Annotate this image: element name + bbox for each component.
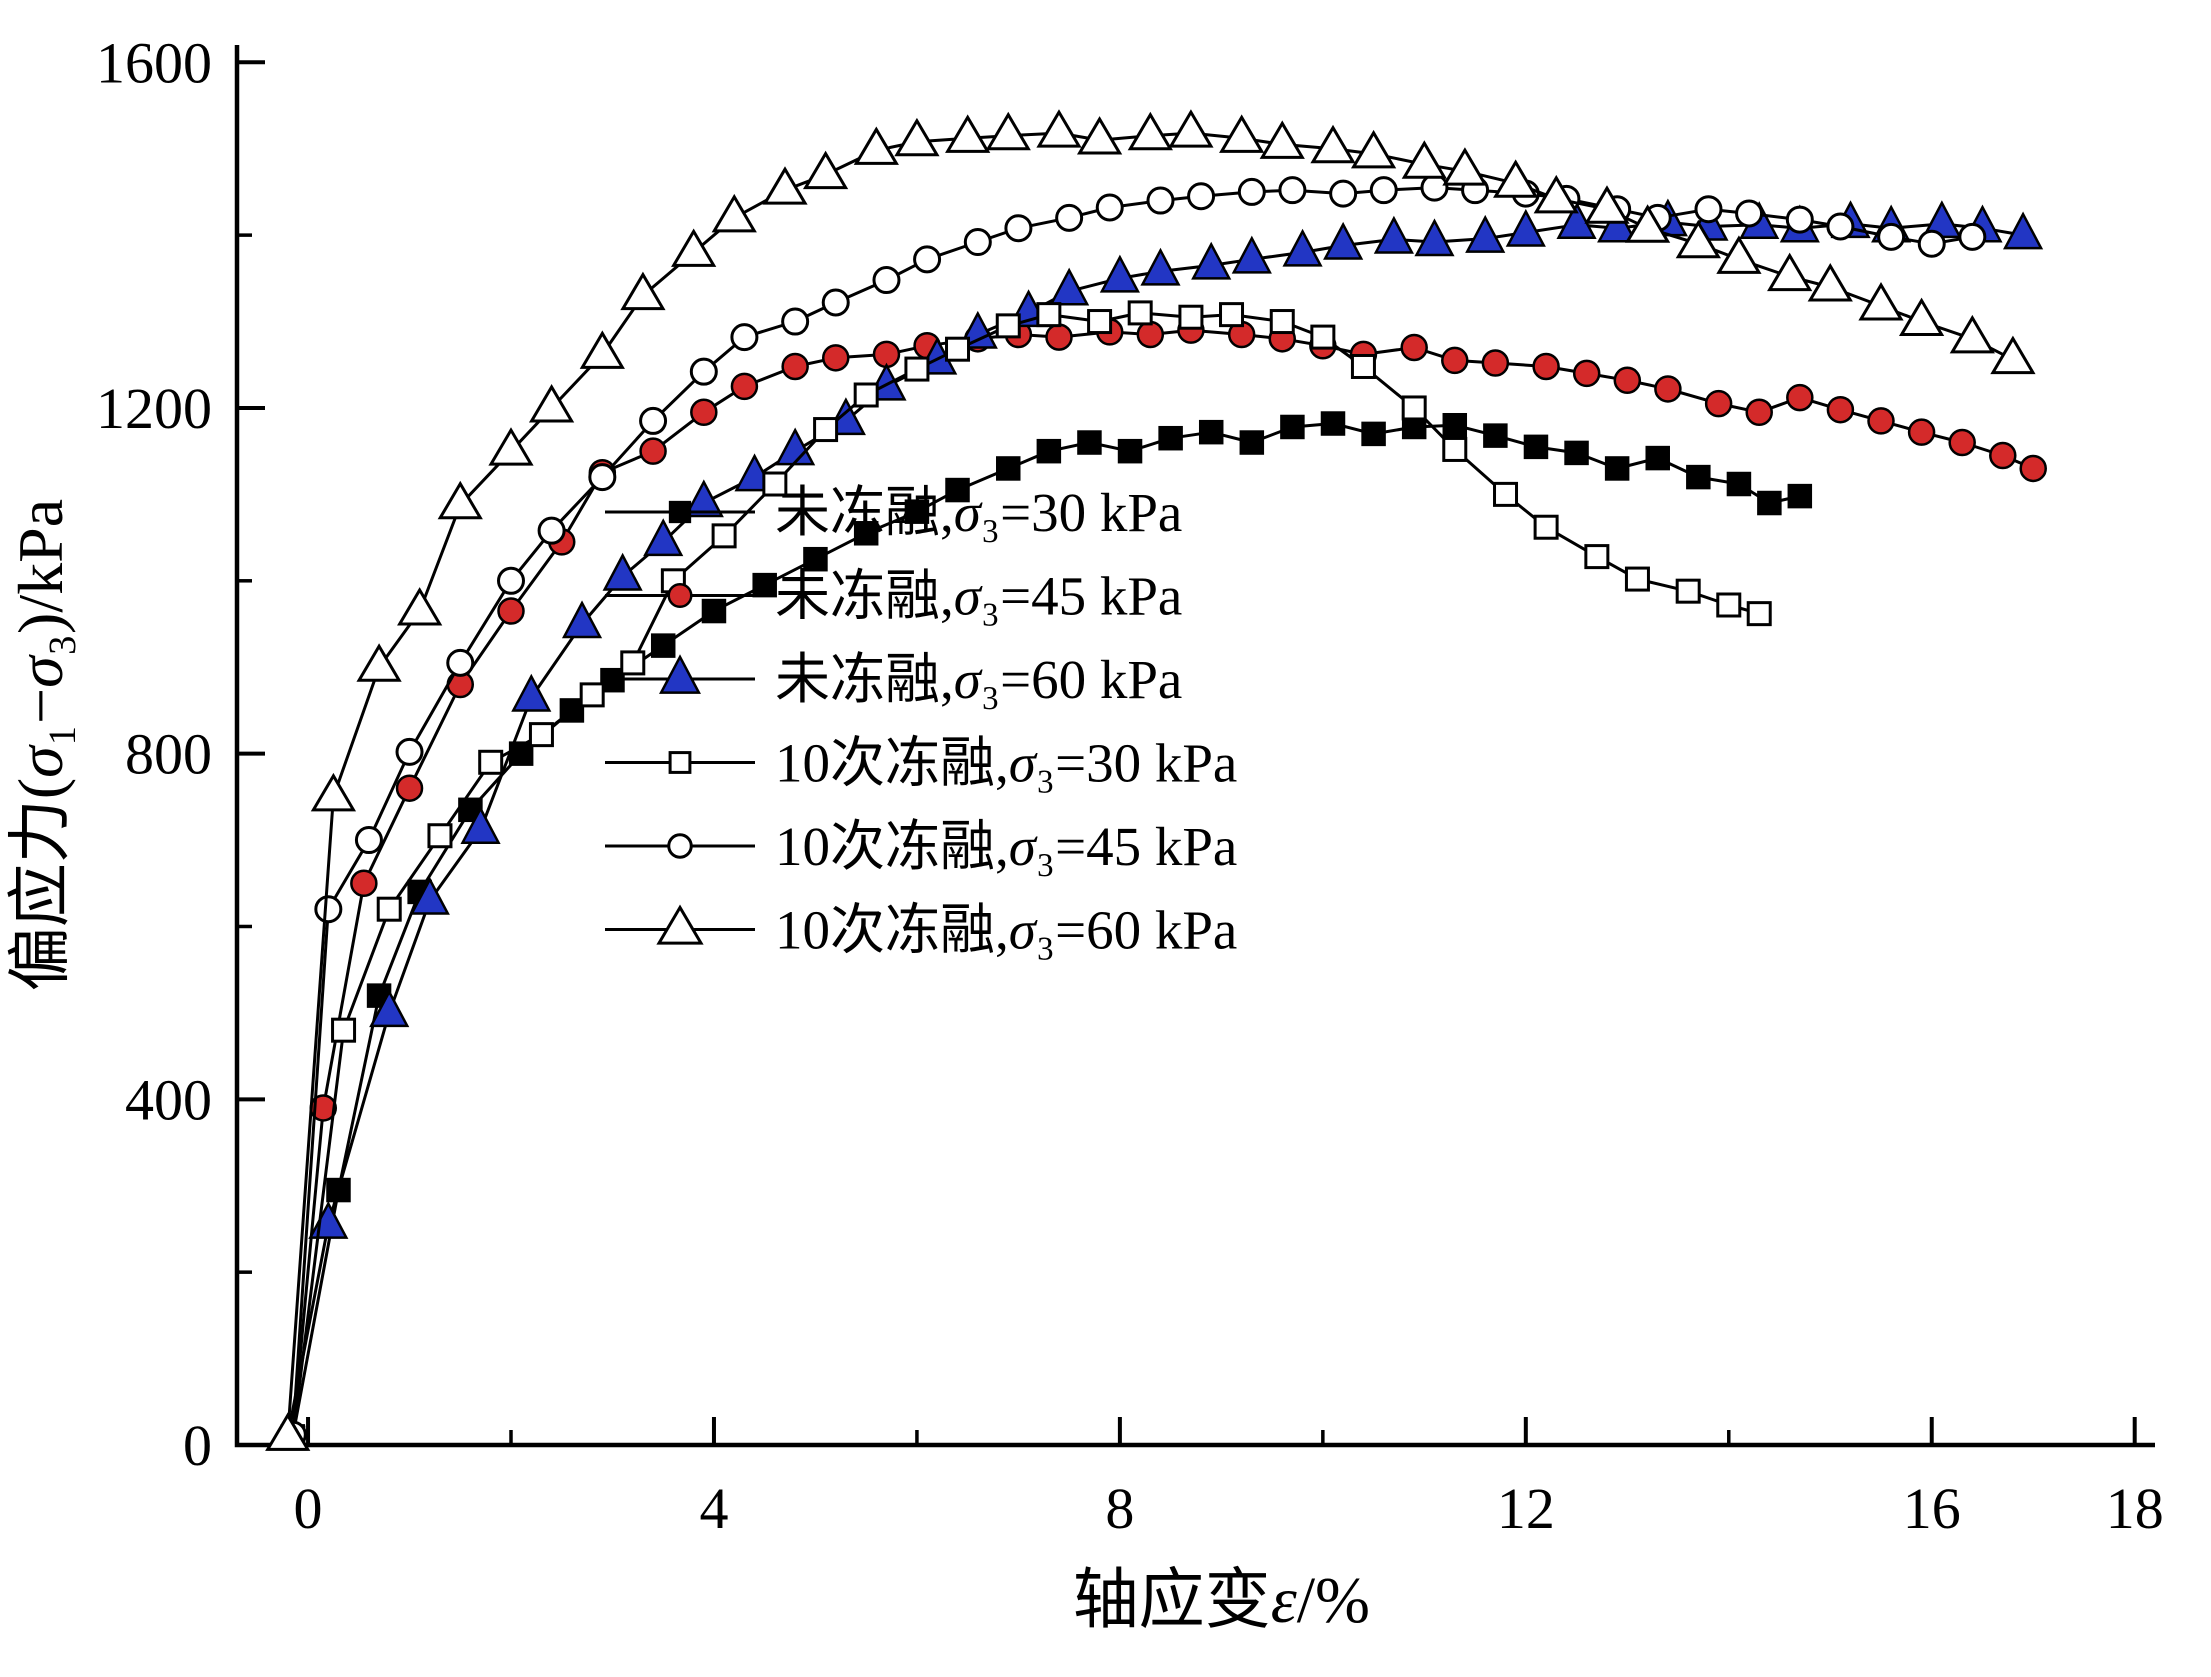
y-tick-label: 1600: [96, 30, 212, 95]
y-tick-label: 0: [183, 1413, 212, 1478]
legend-label: 未冻融,σ₃=30 kPa: [775, 482, 1182, 543]
x-tick-label: 4: [699, 1476, 728, 1541]
legend-item-1: 未冻融,σ₃=45 kPa: [605, 566, 1182, 627]
y-tick-label: 1200: [96, 376, 212, 441]
series-5: [265, 109, 2036, 1451]
legend-item-4: 10次冻融,σ₃=45 kPa: [605, 816, 1237, 877]
legend-label: 10次冻融,σ₃=60 kPa: [775, 900, 1237, 961]
legend-item-2: 未冻融,σ₃=60 kPa: [605, 649, 1182, 710]
x-tick-label: 16: [1903, 1476, 1961, 1541]
legend-item-3: 10次冻融,σ₃=30 kPa: [605, 733, 1237, 794]
legend-label: 10次冻融,σ₃=45 kPa: [775, 816, 1237, 877]
x-axis-label: 轴应变ε/%: [1073, 1564, 1370, 1637]
series-4: [278, 173, 1987, 1449]
y-axis-label: 偏应力(σ₁−σ₃)/kPa: [5, 499, 76, 991]
axes: 0 4 8 12 16 18 0 400 800 1200 1600 轴应变ε/% 偏应力(σ₁−σ₃)…: [5, 30, 2164, 1637]
legend-label: 10次冻融,σ₃=30 kPa: [775, 733, 1237, 794]
x-tick-label: 8: [1105, 1476, 1134, 1541]
legend-item-5: 10次冻融,σ₃=60 kPa: [605, 900, 1237, 961]
legend: 未冻融,σ₃=30 kPa 未冻融,σ₃=45 kPa 未冻融,σ₃=60 kPa 1…: [605, 482, 1237, 961]
x-tick-label: 12: [1497, 1476, 1555, 1541]
legend-item-0: 未冻融,σ₃=30 kPa: [605, 482, 1182, 543]
y-tick-label: 400: [125, 1067, 212, 1132]
legend-label: 未冻融,σ₃=60 kPa: [775, 649, 1182, 710]
y-tick-label: 800: [125, 722, 212, 787]
x-tick-label: 0: [294, 1476, 323, 1541]
x-tick-label: 18: [2106, 1476, 2164, 1541]
legend-label: 未冻融,σ₃=45 kPa: [775, 566, 1182, 627]
